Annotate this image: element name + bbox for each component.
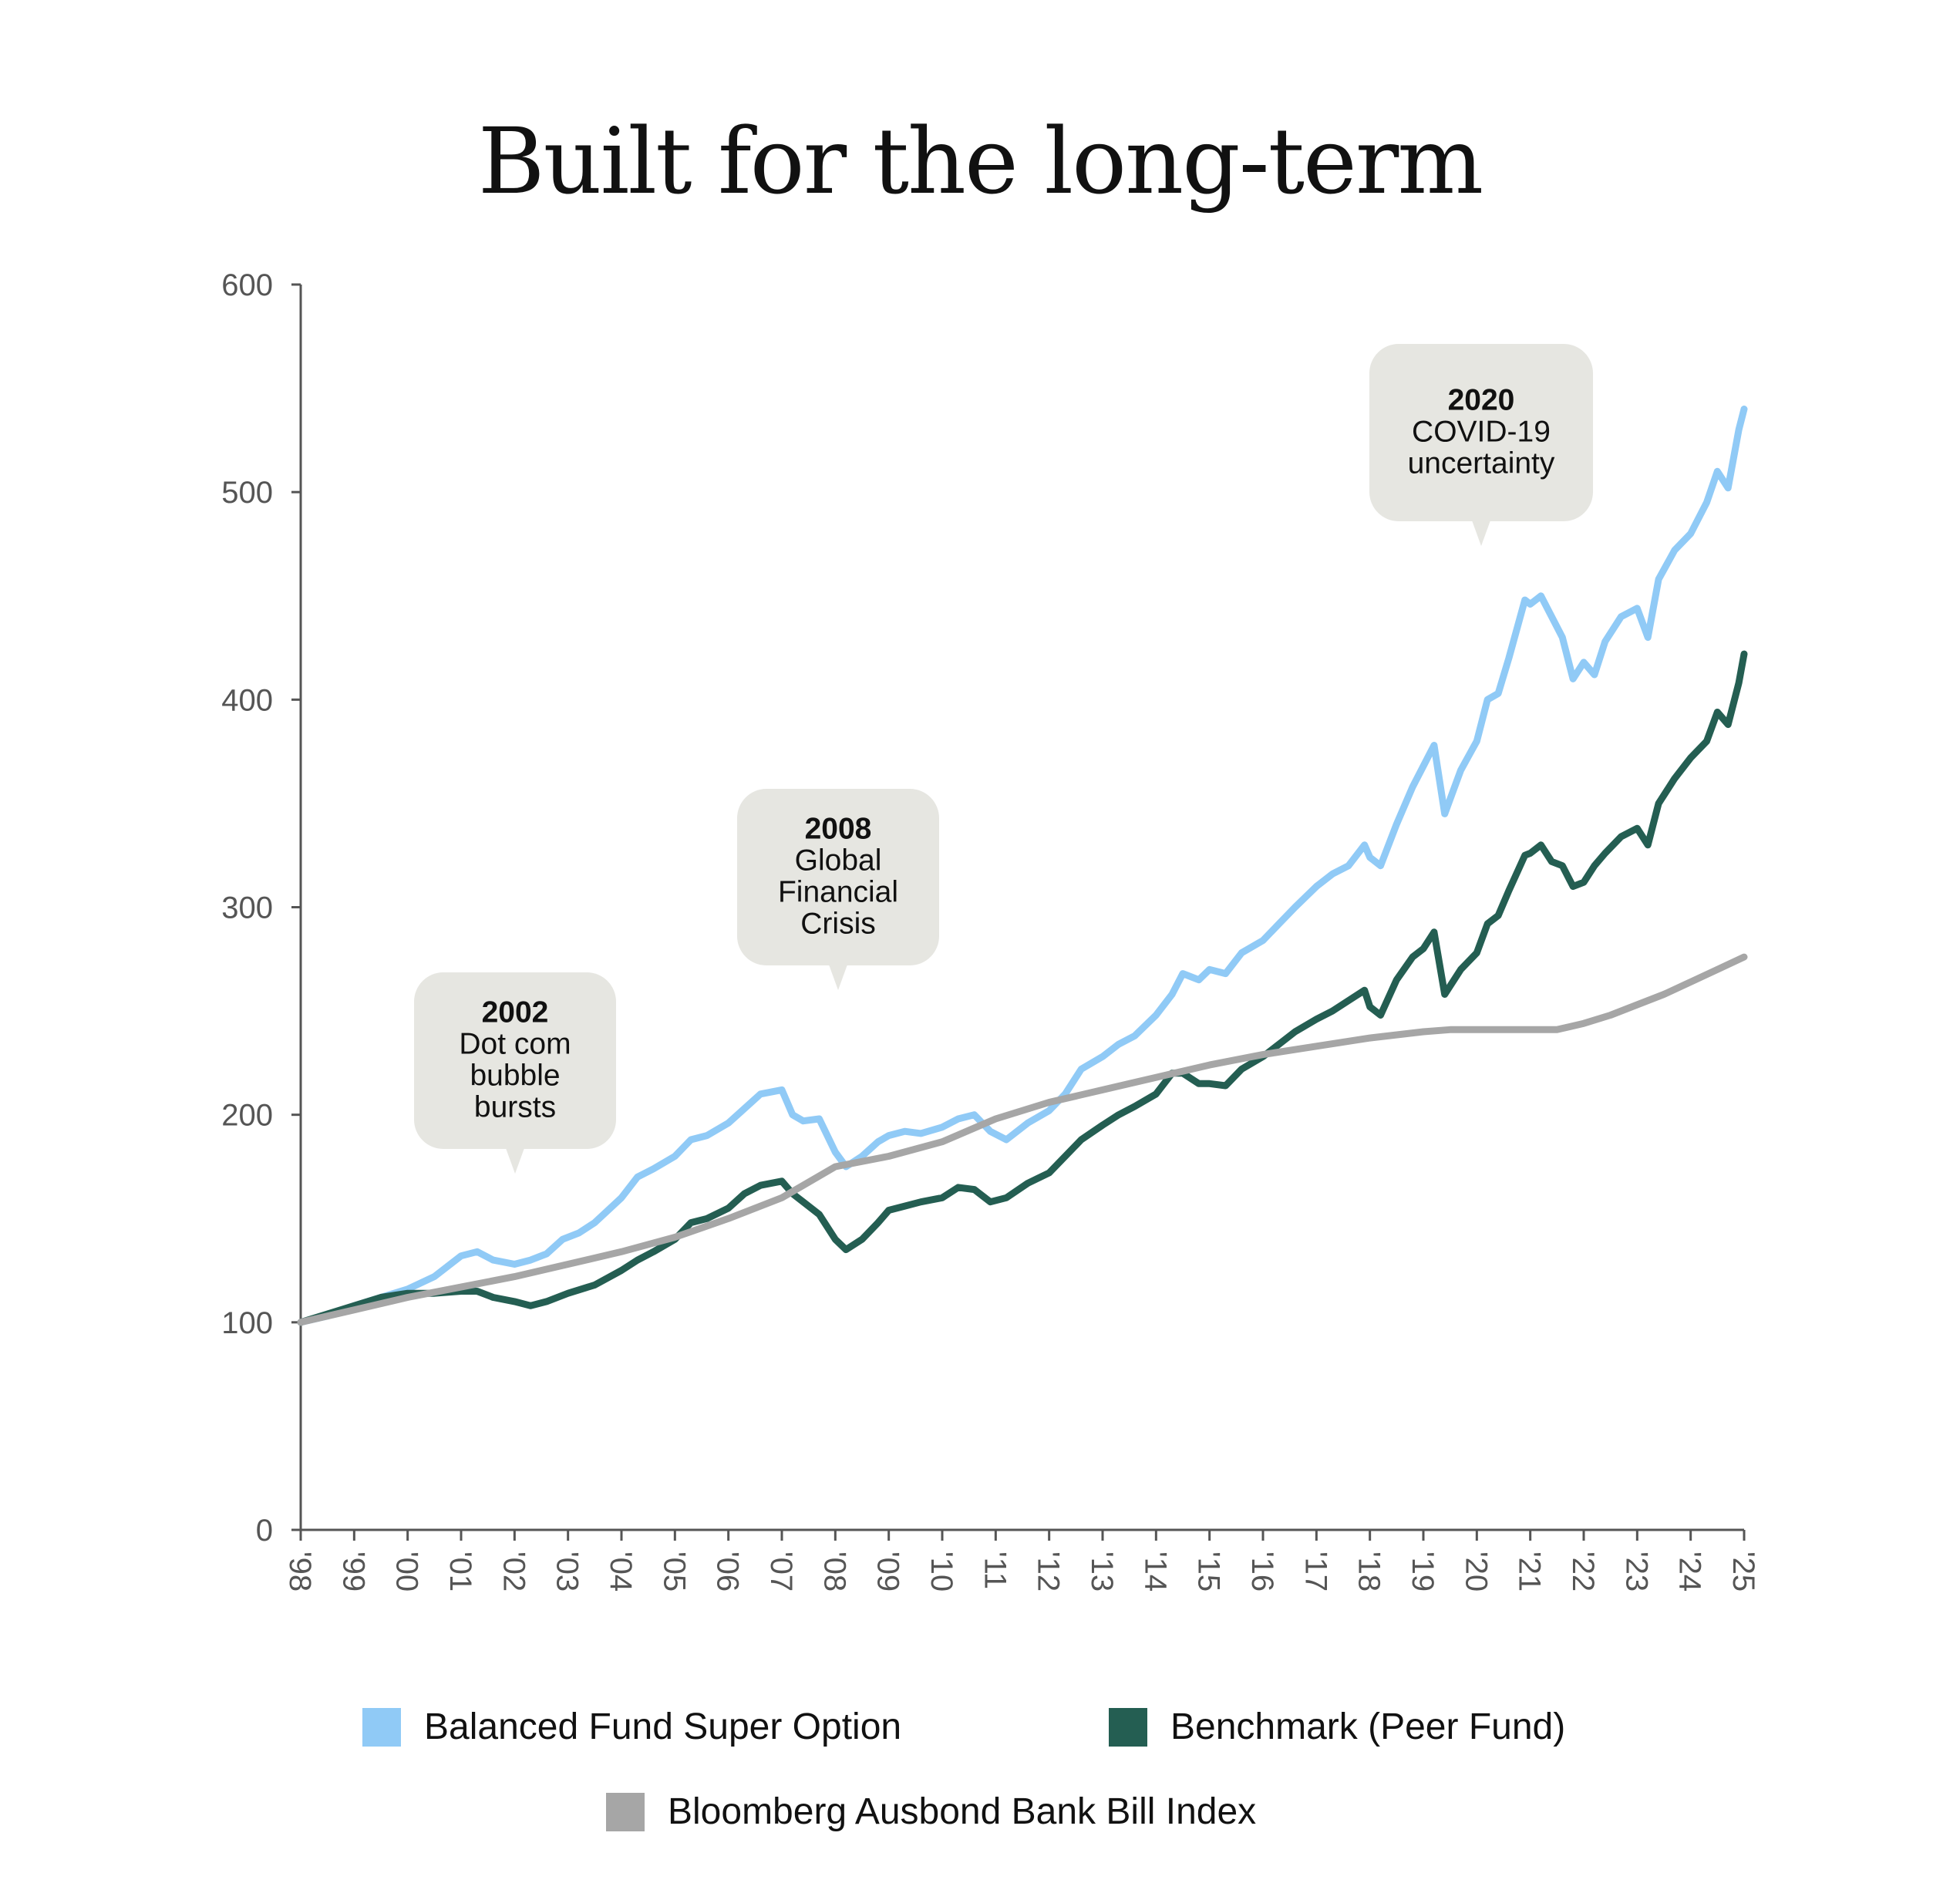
y-tick-label: 500 <box>221 476 273 510</box>
y-tick-label: 400 <box>221 683 273 717</box>
x-tick-label: '16 <box>1245 1551 1279 1592</box>
x-tick-label: '06 <box>711 1551 745 1592</box>
legend-swatch-bloomberg <box>606 1792 645 1831</box>
y-tick-label: 0 <box>256 1514 273 1548</box>
legend-label-balanced: Balanced Fund Super Option <box>424 1706 902 1747</box>
x-tick-label: '12 <box>1032 1551 1066 1592</box>
series-line-2 <box>297 953 1748 1326</box>
legend-label-benchmark: Benchmark (Peer Fund) <box>1170 1706 1566 1747</box>
x-tick-label: '04 <box>604 1551 638 1592</box>
callout-box <box>737 789 939 965</box>
x-tick-label: '01 <box>443 1551 477 1592</box>
callout-pointer <box>829 965 847 990</box>
x-tick-label: '17 <box>1298 1551 1332 1592</box>
x-tick-label: '15 <box>1192 1551 1226 1592</box>
chart-title: Built for the long-term <box>477 108 1483 214</box>
legend-item-benchmark: Benchmark (Peer Fund) <box>1109 1706 1565 1748</box>
legend-swatch-balanced <box>362 1707 401 1747</box>
callout-line: bursts <box>474 1091 556 1124</box>
x-tick-label: '02 <box>497 1551 530 1592</box>
series-line-1 <box>297 650 1748 1326</box>
x-tick-label: '21 <box>1513 1551 1547 1592</box>
x-tick-label: '00 <box>390 1551 424 1592</box>
x-tick-label: '13 <box>1085 1551 1119 1592</box>
callout-line: uncertainty <box>1408 447 1555 480</box>
x-tick-label: '98 <box>283 1551 317 1592</box>
callout-line: bubble <box>470 1059 560 1093</box>
legend-item-balanced: Balanced Fund Super Option <box>362 1706 901 1748</box>
x-tick-label: '22 <box>1566 1551 1600 1592</box>
callout-box <box>1369 344 1593 521</box>
x-tick-label: '18 <box>1352 1551 1386 1592</box>
y-tick-label: 200 <box>221 1099 273 1133</box>
legend-swatch-benchmark <box>1109 1707 1147 1747</box>
x-tick-label: '09 <box>871 1551 905 1592</box>
x-tick-label: '08 <box>817 1551 851 1592</box>
x-tick-label: '07 <box>764 1551 798 1592</box>
legend-item-bloomberg: Bloomberg Ausbond Bank Bill Index <box>606 1791 1256 1833</box>
callout-line: Financial <box>778 876 898 909</box>
callout-line: COVID-19 <box>1412 416 1551 449</box>
callout-year: 2002 <box>482 996 549 1029</box>
callout-box <box>414 972 616 1149</box>
x-tick-label: '05 <box>657 1551 691 1592</box>
y-tick-label: 600 <box>221 268 273 302</box>
callout-line: Crisis <box>800 908 875 941</box>
x-tick-label: '03 <box>551 1551 584 1592</box>
x-tick-label: '10 <box>924 1551 958 1592</box>
axes: 0 100 200 300 400 500 600 '98 '99 '00 '01 '02 '03 '04… <box>221 268 1760 1592</box>
x-tick-label: '23 <box>1619 1551 1653 1592</box>
x-tick-label: '25 <box>1726 1551 1760 1592</box>
x-tick-label: '99 <box>336 1551 370 1592</box>
x-tick-label: '14 <box>1138 1551 1172 1592</box>
x-tick-label: '11 <box>978 1551 1012 1589</box>
series-line-0 <box>297 406 1748 1326</box>
series-lines <box>297 406 1748 1326</box>
callout-line: Global <box>795 844 882 878</box>
callout-year: 2008 <box>805 813 872 846</box>
x-tick-label: '24 <box>1673 1551 1707 1592</box>
callout-line: Dot com <box>459 1028 571 1061</box>
callout-pointer <box>1472 520 1490 546</box>
y-tick-label: 100 <box>221 1306 273 1340</box>
callout-pointer <box>506 1148 524 1174</box>
x-tick-label: '19 <box>1406 1551 1440 1592</box>
callout-year: 2020 <box>1448 384 1515 417</box>
y-tick-label: 300 <box>221 891 273 925</box>
x-tick-label: '20 <box>1459 1551 1493 1592</box>
legend-label-bloomberg: Bloomberg Ausbond Bank Bill Index <box>668 1791 1257 1832</box>
